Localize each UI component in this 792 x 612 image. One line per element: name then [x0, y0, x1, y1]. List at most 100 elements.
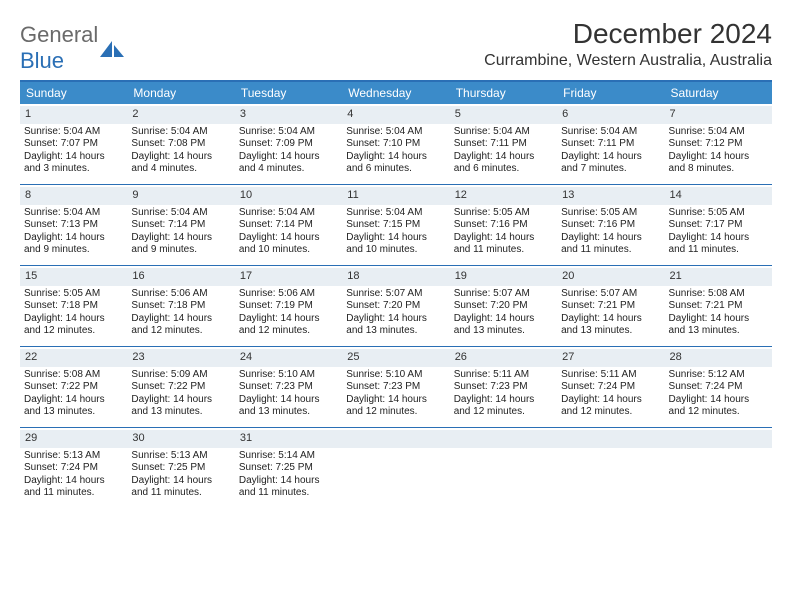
month-title: December 2024 — [484, 18, 772, 50]
day-number-row: 10 — [235, 187, 342, 205]
daylight-line: Daylight: 14 hours and 4 minutes. — [131, 151, 230, 176]
sunrise-line: Sunrise: 5:04 AM — [561, 126, 660, 139]
day-number-row: 3 — [235, 106, 342, 124]
sunset-line: Sunset: 7:20 PM — [454, 300, 553, 313]
week-row: 15Sunrise: 5:05 AMSunset: 7:18 PMDayligh… — [20, 265, 772, 346]
day-number: 2 — [132, 108, 138, 120]
day-number — [670, 432, 673, 444]
sunset-line: Sunset: 7:23 PM — [346, 381, 445, 394]
sunrise-line: Sunrise: 5:08 AM — [669, 288, 768, 301]
header: General Blue December 2024 Currambine, W… — [20, 18, 772, 74]
daylight-line: Daylight: 14 hours and 8 minutes. — [669, 151, 768, 176]
day-number: 6 — [562, 108, 568, 120]
day-number: 29 — [25, 432, 37, 444]
day-cell: 3Sunrise: 5:04 AMSunset: 7:09 PMDaylight… — [235, 104, 342, 184]
day-cell: 18Sunrise: 5:07 AMSunset: 7:20 PMDayligh… — [342, 266, 449, 346]
day-cell: 7Sunrise: 5:04 AMSunset: 7:12 PMDaylight… — [665, 104, 772, 184]
day-number-row: 4 — [342, 106, 449, 124]
day-cell: 15 Sunrise: 5:05 AMSunset: 7:18 PMDayligh… — [20, 266, 127, 346]
day-number-row: 24 — [235, 349, 342, 367]
sunrise-line: Sunrise: 5:05 AM — [561, 207, 660, 220]
day-number: 26 — [455, 351, 467, 363]
day-number: 31 — [240, 432, 252, 444]
daylight-line: Daylight: 14 hours and 12 minutes. — [24, 313, 123, 338]
sunset-line: Sunset: 7:20 PM — [346, 300, 445, 313]
daylight-line: Daylight: 14 hours and 12 minutes. — [669, 394, 768, 419]
daylight-line: Daylight: 14 hours and 11 minutes. — [669, 232, 768, 257]
day-cell: 24Sunrise: 5:10 AMSunset: 7:23 PMDayligh… — [235, 347, 342, 427]
day-number: 1 — [25, 108, 31, 120]
dow-monday: Monday — [127, 82, 234, 104]
sunset-line: Sunset: 7:11 PM — [561, 138, 660, 151]
day-number-row: 21 — [665, 268, 772, 286]
sunrise-line: Sunrise: 5:04 AM — [24, 207, 123, 220]
day-cell — [450, 428, 557, 508]
sunrise-line: Sunrise: 5:06 AM — [131, 288, 230, 301]
sunrise-line: Sunrise: 5:08 AM — [24, 369, 123, 382]
sunset-line: Sunset: 7:16 PM — [561, 219, 660, 232]
day-number: 24 — [240, 351, 252, 363]
daylight-line: Daylight: 14 hours and 11 minutes. — [131, 475, 230, 500]
day-number-row: 5 — [450, 106, 557, 124]
sunrise-line: Sunrise: 5:04 AM — [454, 126, 553, 139]
daylight-line: Daylight: 14 hours and 4 minutes. — [239, 151, 338, 176]
day-cell — [665, 428, 772, 508]
daylight-line: Daylight: 14 hours and 9 minutes. — [131, 232, 230, 257]
sunrise-line: Sunrise: 5:06 AM — [239, 288, 338, 301]
day-number-row: 20 — [557, 268, 664, 286]
day-cell: 8Sunrise: 5:04 AMSunset: 7:13 PMDaylight… — [20, 185, 127, 265]
day-cell: 31Sunrise: 5:14 AMSunset: 7:25 PMDayligh… — [235, 428, 342, 508]
daylight-line: Daylight: 14 hours and 13 minutes. — [669, 313, 768, 338]
sunrise-line: Sunrise: 5:10 AM — [346, 369, 445, 382]
day-number: 15 — [25, 270, 37, 282]
day-number — [455, 432, 458, 444]
sunset-line: Sunset: 7:22 PM — [131, 381, 230, 394]
sunset-line: Sunset: 7:21 PM — [669, 300, 768, 313]
day-number: 3 — [240, 108, 246, 120]
daylight-line: Daylight: 14 hours and 13 minutes. — [24, 394, 123, 419]
sunset-line: Sunset: 7:10 PM — [346, 138, 445, 151]
sunrise-line: Sunrise: 5:05 AM — [24, 288, 123, 301]
daylight-line: Daylight: 14 hours and 11 minutes. — [561, 232, 660, 257]
day-number-row — [665, 430, 772, 448]
daylight-line: Daylight: 14 hours and 12 minutes. — [561, 394, 660, 419]
sunrise-line: Sunrise: 5:04 AM — [131, 207, 230, 220]
day-cell: 25Sunrise: 5:10 AMSunset: 7:23 PMDayligh… — [342, 347, 449, 427]
day-number: 8 — [25, 189, 31, 201]
sunrise-line: Sunrise: 5:11 AM — [454, 369, 553, 382]
day-number: 30 — [132, 432, 144, 444]
sunrise-line: Sunrise: 5:07 AM — [346, 288, 445, 301]
sunset-line: Sunset: 7:18 PM — [24, 300, 123, 313]
dow-friday: Friday — [557, 82, 664, 104]
day-number-row: 18 — [342, 268, 449, 286]
day-cell: 14Sunrise: 5:05 AMSunset: 7:17 PMDayligh… — [665, 185, 772, 265]
sunset-line: Sunset: 7:14 PM — [239, 219, 338, 232]
calendar-page: General Blue December 2024 Currambine, W… — [0, 0, 792, 518]
week-row: 22Sunrise: 5:08 AMSunset: 7:22 PMDayligh… — [20, 346, 772, 427]
day-cell: 5Sunrise: 5:04 AMSunset: 7:11 PMDaylight… — [450, 104, 557, 184]
sunset-line: Sunset: 7:07 PM — [24, 138, 123, 151]
sunrise-line: Sunrise: 5:12 AM — [669, 369, 768, 382]
sunrise-line: Sunrise: 5:14 AM — [239, 450, 338, 463]
day-cell: 22Sunrise: 5:08 AMSunset: 7:22 PMDayligh… — [20, 347, 127, 427]
week-row: 29Sunrise: 5:13 AMSunset: 7:24 PMDayligh… — [20, 427, 772, 508]
day-number-row — [342, 430, 449, 448]
day-number-row: 2 — [127, 106, 234, 124]
day-of-week-header: Sunday Monday Tuesday Wednesday Thursday… — [20, 82, 772, 104]
day-number: 22 — [25, 351, 37, 363]
sunrise-line: Sunrise: 5:04 AM — [346, 126, 445, 139]
day-number-row: 30 — [127, 430, 234, 448]
daylight-line: Daylight: 14 hours and 10 minutes. — [239, 232, 338, 257]
week-row: 8Sunrise: 5:04 AMSunset: 7:13 PMDaylight… — [20, 184, 772, 265]
daylight-line: Daylight: 14 hours and 13 minutes. — [131, 394, 230, 419]
day-number-row: 31 — [235, 430, 342, 448]
sunrise-line: Sunrise: 5:07 AM — [454, 288, 553, 301]
day-number-row: 28 — [665, 349, 772, 367]
sunset-line: Sunset: 7:09 PM — [239, 138, 338, 151]
day-number — [347, 432, 350, 444]
sunset-line: Sunset: 7:25 PM — [239, 462, 338, 475]
day-number-row: 6 — [557, 106, 664, 124]
daylight-line: Daylight: 14 hours and 10 minutes. — [346, 232, 445, 257]
day-cell: 17Sunrise: 5:06 AMSunset: 7:19 PMDayligh… — [235, 266, 342, 346]
daylight-line: Daylight: 14 hours and 13 minutes. — [561, 313, 660, 338]
